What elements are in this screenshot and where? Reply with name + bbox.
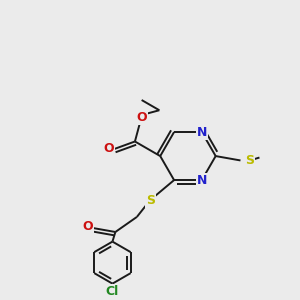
Text: S: S	[245, 154, 254, 167]
Text: O: O	[83, 220, 93, 233]
Text: O: O	[104, 142, 114, 155]
Text: S: S	[146, 194, 155, 207]
Text: N: N	[196, 126, 207, 139]
Text: Cl: Cl	[106, 285, 119, 298]
Text: O: O	[136, 111, 147, 124]
Text: N: N	[196, 174, 207, 187]
